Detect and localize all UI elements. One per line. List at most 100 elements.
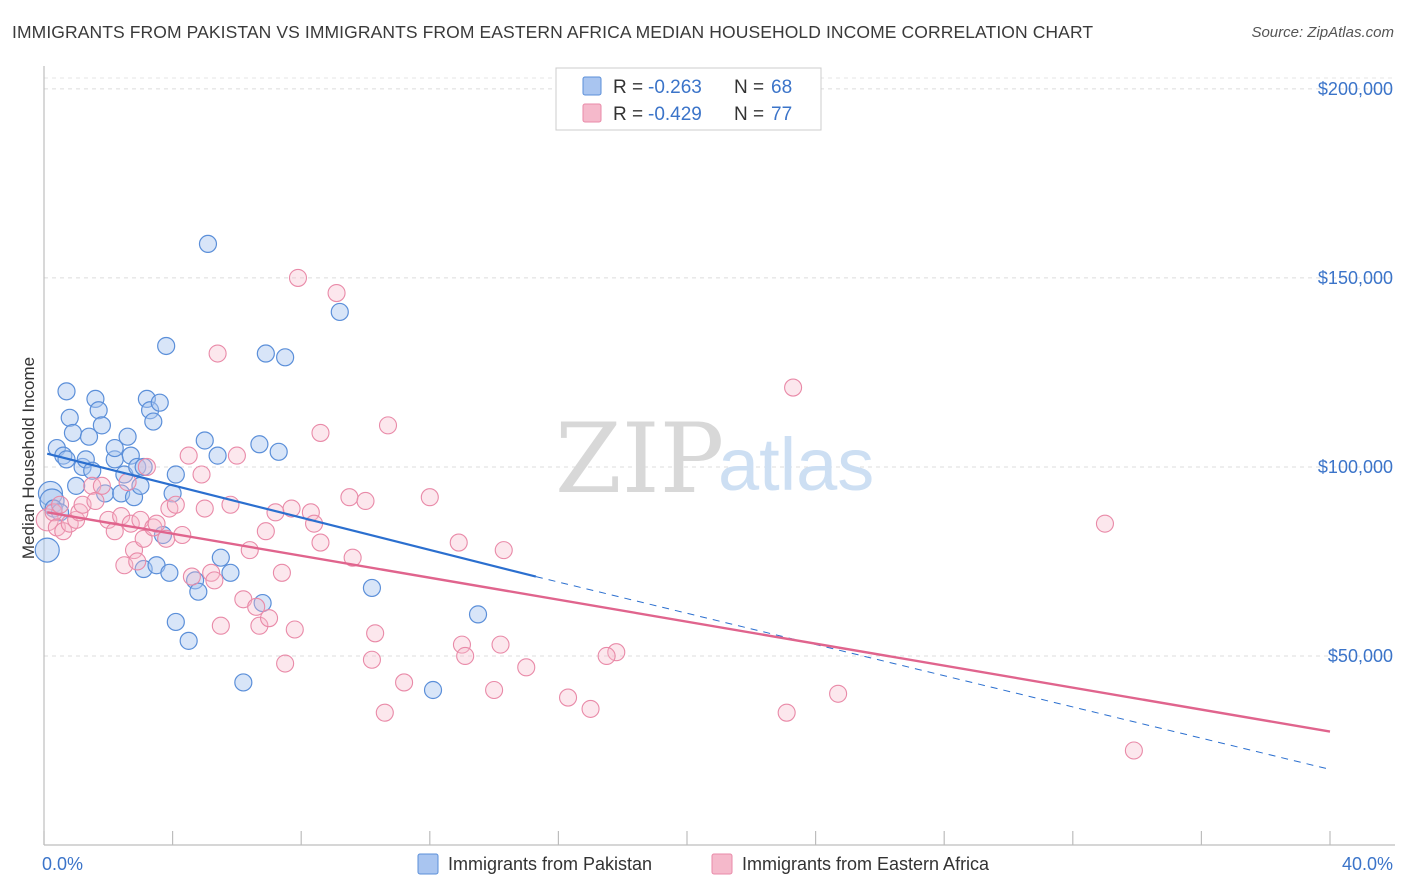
data-point-pakistan [105,438,124,458]
data-point-eastern-africa [259,609,279,628]
data-point-eastern-africa [205,571,224,590]
data-point-eastern-africa [137,457,156,477]
data-point-pakistan [423,680,443,700]
data-point-pakistan [157,336,176,356]
data-point-pakistan [34,537,60,563]
series-legend: Immigrants from Pakistan Immigrants from… [417,853,990,875]
data-point-eastern-africa [378,416,398,435]
data-point-eastern-africa [211,616,230,635]
data-point-eastern-africa [449,533,468,552]
data-point-eastern-africa [83,476,102,495]
trend-line-eastern-africa [47,511,1331,733]
data-point-pakistan [330,302,349,322]
data-point-pakistan [362,578,382,598]
data-point-pakistan [468,605,488,624]
data-point-eastern-africa [54,522,73,541]
data-point-pakistan [150,393,169,412]
data-point-eastern-africa [327,283,346,303]
data-point-pakistan [234,673,253,692]
watermark-atlas: atlas [718,423,874,506]
eastern-africa-points [35,268,1143,760]
data-point-pakistan [269,442,288,461]
data-point-pakistan [121,446,140,465]
data-point-eastern-africa [192,465,211,484]
stats-n-label-eastern-africa: N = [734,104,764,125]
data-point-eastern-africa [247,597,266,616]
y-tick-label: $200,000 [1318,79,1393,99]
stats-r-label-pakistan: R = [613,77,643,98]
y-tick-label: $50,000 [1328,646,1393,666]
stats-n-value-pakistan: 68 [771,77,792,98]
data-point-pakistan [67,476,86,495]
watermark: ZIP atlas [555,403,874,515]
legend-label-eastern-africa: Immigrants from Eastern Africa [742,854,990,874]
data-point-eastern-africa [182,567,201,586]
data-point-pakistan [63,423,83,443]
data-point-eastern-africa [456,646,475,666]
x-tick-label: 0.0% [42,854,83,874]
axes [43,66,1395,846]
data-point-pakistan [208,446,227,465]
stats-swatch-eastern-africa [582,103,602,123]
data-point-pakistan [144,412,163,431]
data-point-pakistan [37,480,64,507]
x-tick-labels: 0.0% 40.0% [42,854,1393,874]
data-point-eastern-africa [558,688,578,707]
data-point-eastern-africa [51,495,70,514]
data-point-eastern-africa [282,499,301,518]
trend-line-pakistan-extension [535,576,1331,770]
x-tick-label: 40.0% [1342,854,1393,874]
data-point-pakistan [189,582,208,601]
stats-r-value-eastern-africa: -0.429 [648,104,702,125]
data-point-eastern-africa [208,344,227,363]
data-point-eastern-africa [195,499,214,518]
data-point-eastern-africa [240,541,259,560]
data-point-eastern-africa [1124,741,1143,760]
data-point-eastern-africa [494,541,513,560]
data-point-eastern-africa [375,703,394,722]
legend-swatch-pakistan [417,853,439,875]
data-point-eastern-africa [343,548,362,567]
data-point-eastern-africa [362,650,381,669]
data-point-pakistan [221,563,240,582]
watermark-zip: ZIP [555,403,724,515]
data-point-eastern-africa [597,646,616,666]
data-point-eastern-africa [311,533,330,552]
data-point-pakistan [211,548,230,567]
data-point-eastern-africa [311,423,330,442]
stats-legend: R = -0.263 N = 68 R = -0.429 N = 77 [555,67,822,131]
data-point-eastern-africa [179,446,198,465]
data-point-eastern-africa [250,616,269,635]
data-point-pakistan [256,344,275,363]
data-point-pakistan [92,416,111,435]
source-credit: Source: ZipAtlas.com [1251,24,1394,41]
data-point-eastern-africa [366,624,385,643]
legend-label-pakistan: Immigrants from Pakistan [448,854,652,874]
data-point-eastern-africa [491,635,510,654]
stats-r-value-pakistan: -0.263 [648,77,702,98]
data-point-eastern-africa [581,699,600,718]
data-point-eastern-africa [256,522,275,541]
data-point-pakistan [179,631,198,650]
data-point-eastern-africa [92,476,111,495]
data-point-eastern-africa [829,684,848,703]
data-point-pakistan [57,382,76,401]
y-tick-labels: $50,000 $100,000 $150,000 $200,000 [1318,79,1393,666]
legend-swatch-eastern-africa [711,853,733,875]
stats-swatch-pakistan [582,76,602,96]
data-point-eastern-africa [166,495,185,514]
data-point-pakistan [86,389,105,409]
data-point-eastern-africa [485,680,504,700]
data-point-eastern-africa [1095,514,1114,533]
data-point-eastern-africa [288,268,308,287]
trend-line-pakistan [46,452,537,578]
data-point-pakistan [118,427,137,446]
data-point-pakistan [160,563,179,582]
data-point-eastern-africa [86,491,105,511]
data-point-pakistan [198,234,218,254]
chart-title: IMMIGRANTS FROM PAKISTAN VS IMMIGRANTS F… [12,22,1094,42]
data-point-pakistan [60,408,79,427]
data-point-pakistan [124,488,144,507]
data-point-eastern-africa [276,654,295,673]
